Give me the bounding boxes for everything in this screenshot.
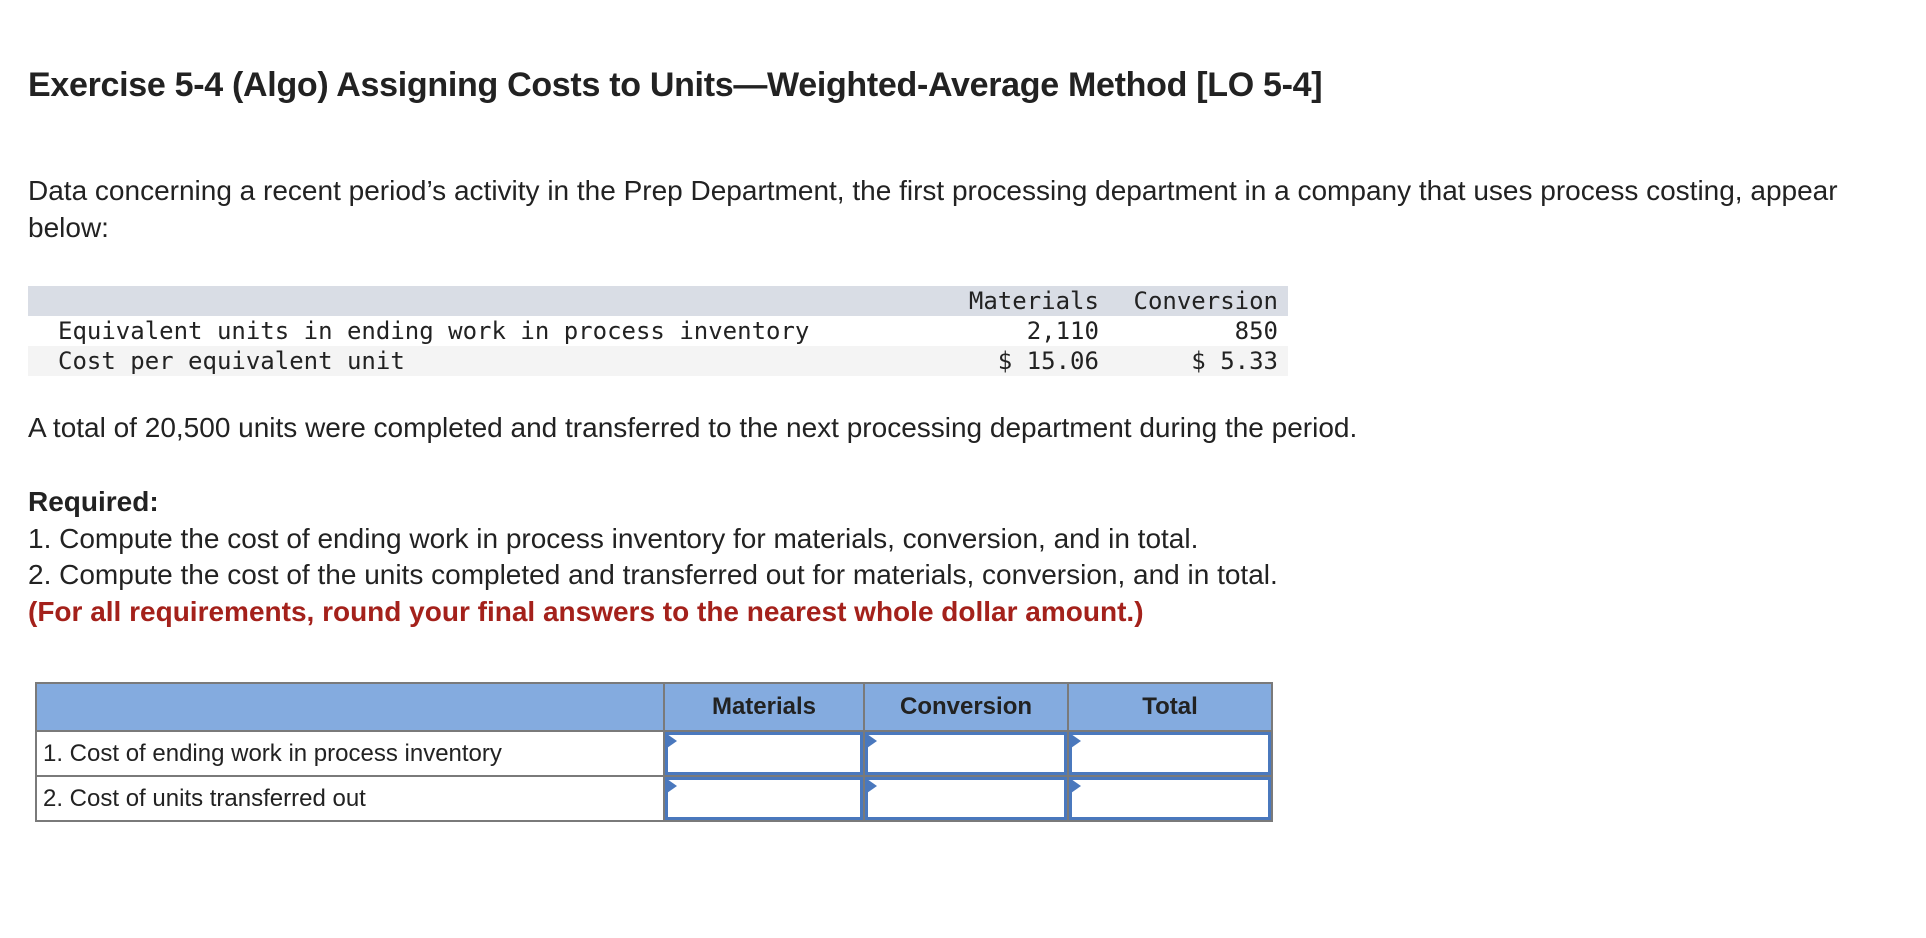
ending-wip-materials-input[interactable] xyxy=(665,732,863,775)
given-data-table: Materials Conversion Equivalent units in… xyxy=(28,286,1288,376)
answer-row-transferred-out: 2. Cost of units transferred out xyxy=(35,775,1273,822)
given-conversion-value: $ 5.33 xyxy=(1191,347,1278,375)
given-data-header-row: Materials Conversion xyxy=(28,286,1288,316)
given-row-label: Cost per equivalent unit xyxy=(58,347,405,375)
transferred-materials-input[interactable] xyxy=(665,777,863,820)
ending-wip-total-input[interactable] xyxy=(1069,732,1271,775)
transferred-materials-cell xyxy=(663,775,865,822)
input-flag-icon xyxy=(867,734,877,748)
answer-header-total: Total xyxy=(1067,682,1273,732)
given-materials-value: 2,110 xyxy=(1026,317,1099,345)
rounding-instruction: (For all requirements, round your final … xyxy=(28,595,1144,627)
answer-table: Materials Conversion Total 1. Cost of en… xyxy=(35,682,1273,822)
required-heading: Required: xyxy=(28,486,159,517)
given-header-materials: Materials xyxy=(968,287,1099,315)
given-data-row: Cost per equivalent unit $ 15.06 $ 5.33 xyxy=(28,346,1288,376)
ending-wip-conversion-cell xyxy=(863,730,1069,777)
given-conversion-value: 850 xyxy=(1234,317,1278,345)
ending-wip-conversion-input[interactable] xyxy=(865,732,1067,775)
given-data-row: Equivalent units in ending work in proce… xyxy=(28,316,1288,346)
transferred-total-cell xyxy=(1067,775,1273,822)
required-item-1: 1. Compute the cost of ending work in pr… xyxy=(28,522,1199,554)
input-flag-icon xyxy=(1071,779,1081,793)
given-header-blank xyxy=(28,286,931,316)
answer-header-conversion: Conversion xyxy=(863,682,1069,732)
given-header-conversion: Conversion xyxy=(1133,287,1279,315)
transferred-total-input[interactable] xyxy=(1069,777,1271,820)
answer-header-materials: Materials xyxy=(663,682,865,732)
input-flag-icon xyxy=(667,779,677,793)
ending-wip-total-cell xyxy=(1067,730,1273,777)
input-flag-icon xyxy=(867,779,877,793)
answer-header-row: Materials Conversion Total xyxy=(35,682,1273,732)
answer-header-blank xyxy=(35,682,665,732)
answer-row-label: 2. Cost of units transferred out xyxy=(35,775,665,822)
answer-row-ending-wip: 1. Cost of ending work in process invent… xyxy=(35,730,1273,777)
transferred-conversion-cell xyxy=(863,775,1069,822)
input-flag-icon xyxy=(667,734,677,748)
given-row-label: Equivalent units in ending work in proce… xyxy=(58,317,810,345)
page-title: Exercise 5-4 (Algo) Assigning Costs to U… xyxy=(28,66,1323,104)
ending-wip-materials-cell xyxy=(663,730,865,777)
units-transferred-statement: A total of 20,500 units were completed a… xyxy=(28,412,1358,443)
transferred-conversion-input[interactable] xyxy=(865,777,1067,820)
answer-row-label: 1. Cost of ending work in process invent… xyxy=(35,730,665,777)
intro-paragraph: Data concerning a recent period’s activi… xyxy=(28,175,1838,243)
input-flag-icon xyxy=(1071,734,1081,748)
required-item-2: 2. Compute the cost of the units complet… xyxy=(28,559,1278,590)
required-section: Required: 1. Compute the cost of ending … xyxy=(28,484,1278,630)
given-materials-value: $ 15.06 xyxy=(997,347,1099,375)
